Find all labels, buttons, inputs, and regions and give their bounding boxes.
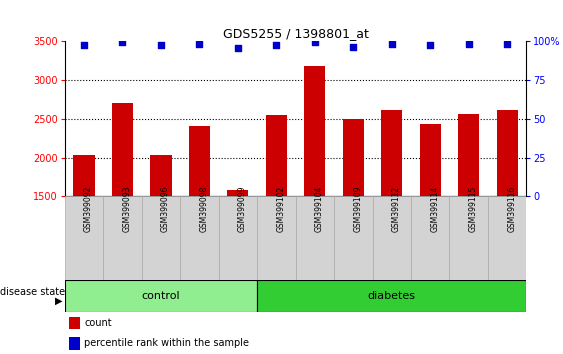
Bar xyxy=(227,190,248,196)
Point xyxy=(157,42,166,48)
Bar xyxy=(189,126,210,196)
Text: disease state: disease state xyxy=(0,287,65,297)
Point xyxy=(503,41,512,47)
Title: GDS5255 / 1398801_at: GDS5255 / 1398801_at xyxy=(222,27,369,40)
Bar xyxy=(65,280,257,312)
Bar xyxy=(218,196,257,280)
Text: GSM399116: GSM399116 xyxy=(507,186,516,232)
Bar xyxy=(343,119,364,196)
Text: GSM399099: GSM399099 xyxy=(238,186,247,232)
Bar xyxy=(497,110,518,196)
Bar xyxy=(449,196,488,280)
Bar xyxy=(65,196,103,280)
Point xyxy=(387,41,396,47)
Text: GSM399093: GSM399093 xyxy=(123,186,131,232)
Bar xyxy=(381,110,403,196)
Bar xyxy=(73,155,95,196)
Text: GSM399114: GSM399114 xyxy=(430,186,439,232)
Text: count: count xyxy=(84,318,112,328)
Bar xyxy=(257,196,296,280)
Point xyxy=(79,42,88,48)
Text: GSM399115: GSM399115 xyxy=(469,186,477,232)
Bar xyxy=(296,196,334,280)
Text: control: control xyxy=(142,291,180,301)
Text: GSM399092: GSM399092 xyxy=(84,186,93,232)
Point xyxy=(426,42,435,48)
Text: GSM399102: GSM399102 xyxy=(276,186,285,232)
Text: GSM399098: GSM399098 xyxy=(199,186,208,232)
Bar xyxy=(69,337,79,350)
Text: percentile rank within the sample: percentile rank within the sample xyxy=(84,338,249,348)
Point xyxy=(310,39,319,45)
Point xyxy=(464,41,473,47)
Bar xyxy=(266,115,287,196)
Bar xyxy=(488,196,526,280)
Bar xyxy=(411,196,449,280)
Point xyxy=(195,41,204,47)
Point xyxy=(118,39,127,45)
Point xyxy=(234,46,243,51)
Text: diabetes: diabetes xyxy=(368,291,415,301)
Bar xyxy=(150,155,172,196)
Text: GSM399109: GSM399109 xyxy=(354,186,362,232)
Bar xyxy=(257,280,526,312)
Bar xyxy=(373,196,411,280)
Bar xyxy=(419,124,441,196)
Bar xyxy=(103,196,142,280)
Text: GSM399104: GSM399104 xyxy=(315,186,324,232)
Text: ▶: ▶ xyxy=(55,296,63,306)
Point xyxy=(272,42,281,48)
Bar xyxy=(142,196,180,280)
Text: GSM399112: GSM399112 xyxy=(392,186,401,232)
Bar xyxy=(334,196,373,280)
Bar xyxy=(458,114,479,196)
Point xyxy=(349,44,358,50)
Bar xyxy=(112,103,133,196)
Bar xyxy=(304,67,325,196)
Bar xyxy=(69,316,79,329)
Text: GSM399096: GSM399096 xyxy=(161,186,170,232)
Bar xyxy=(180,196,218,280)
